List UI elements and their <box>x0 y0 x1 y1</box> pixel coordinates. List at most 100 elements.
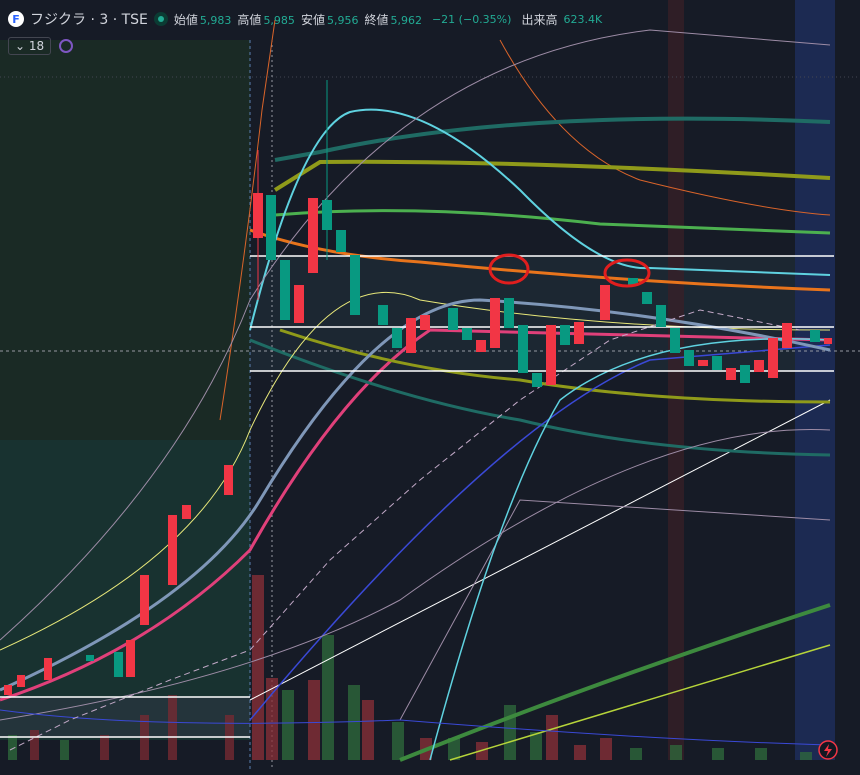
ohlc-value: 5,985 <box>263 13 295 27</box>
volume-bar <box>574 745 586 760</box>
interval-button[interactable]: ⌄ 18 <box>8 37 52 55</box>
indicator-line <box>0 328 831 702</box>
volume-bar <box>755 748 767 760</box>
indicator-line <box>429 338 831 761</box>
indicator-line <box>9 309 801 751</box>
indicator-line <box>219 19 276 421</box>
candle <box>684 350 694 366</box>
toolbar: ⌄ 18 <box>8 37 74 55</box>
candle <box>336 230 346 252</box>
candle <box>490 298 500 348</box>
candle <box>656 305 666 327</box>
candle <box>476 340 486 352</box>
volume-bar <box>100 735 109 760</box>
candle <box>504 298 514 328</box>
volume-bar <box>392 722 404 760</box>
ohlc-value: 5,983 <box>199 13 232 27</box>
indicator-line <box>399 499 831 721</box>
symbol-header: F フジクラ · 3 · TSE 始値 5,983 高値 5,985 安値 5,956 終値… <box>8 8 606 30</box>
candle <box>560 325 570 345</box>
candle <box>114 652 123 677</box>
candle <box>392 328 402 348</box>
annotation-circles <box>488 253 651 288</box>
candle <box>546 325 556 385</box>
volume-bar <box>30 730 39 760</box>
indicator-line <box>249 338 831 457</box>
indicator-line <box>249 344 831 721</box>
candles <box>4 80 832 695</box>
candle <box>140 575 149 625</box>
ohlc-label: 高値 <box>237 12 262 27</box>
volume-bar <box>362 700 374 760</box>
interval: 18 <box>28 39 45 53</box>
candle <box>350 255 360 315</box>
candle <box>532 373 542 387</box>
candle <box>294 285 304 323</box>
ohlc-value: 5,962 <box>390 13 422 27</box>
volume-bar <box>348 685 360 760</box>
support-lines <box>0 255 834 738</box>
candle <box>420 315 430 330</box>
annotation-circle <box>603 258 651 288</box>
candle <box>768 338 778 378</box>
ohlc-value: 5,956 <box>326 13 359 27</box>
candle <box>44 658 52 680</box>
candle <box>253 193 263 238</box>
candle <box>17 675 25 687</box>
indicator-line <box>279 328 831 404</box>
candle <box>600 285 610 320</box>
volume-bar <box>8 735 17 760</box>
indicator-lines <box>0 19 831 762</box>
volume-bar <box>546 715 558 760</box>
background <box>668 0 684 760</box>
candle <box>642 292 652 304</box>
indicator-line <box>273 159 831 192</box>
candle <box>280 260 290 320</box>
volume: 623.4K <box>563 12 603 26</box>
alert-icon <box>818 740 838 760</box>
candle <box>628 278 638 286</box>
volume-bar <box>530 732 542 760</box>
ohlc-label: 始値 <box>173 12 198 27</box>
indicator-line <box>0 428 831 721</box>
volume-bar <box>600 738 612 760</box>
candle <box>4 685 12 695</box>
candle <box>224 465 233 495</box>
indicator-line <box>399 603 831 762</box>
background <box>0 697 250 737</box>
ohlc-label: 終値 <box>364 12 389 27</box>
candle <box>308 198 318 273</box>
candle <box>378 305 388 325</box>
alert-icon <box>824 744 832 757</box>
indicator-line <box>0 709 831 746</box>
indicator-line <box>274 116 831 162</box>
symbol-name[interactable]: フジクラ · 3 · TSE <box>30 12 148 28</box>
volume-bar <box>800 752 812 760</box>
logo: F <box>8 11 24 27</box>
annotation-circle <box>488 253 530 285</box>
candle <box>670 328 680 353</box>
candle <box>406 318 416 353</box>
volume-bar <box>322 635 334 760</box>
market-status[interactable] <box>153 12 168 26</box>
candle <box>574 322 584 344</box>
indicator-line <box>449 644 831 761</box>
candle <box>126 640 135 677</box>
volume-bars <box>8 575 812 760</box>
volume-bar <box>448 738 460 760</box>
candle <box>810 330 820 342</box>
candle <box>726 368 736 380</box>
change: −21 (−0.35%) <box>431 12 512 26</box>
volume-bar <box>282 690 294 760</box>
volume-bar <box>168 695 177 760</box>
candle <box>740 365 750 383</box>
candle <box>698 360 708 366</box>
volume-bar <box>712 748 724 760</box>
background <box>0 440 250 740</box>
sync-icon[interactable] <box>59 39 74 53</box>
candle <box>448 308 458 330</box>
volume-bar <box>308 680 320 760</box>
candle <box>712 356 722 370</box>
indicator-line <box>499 39 831 216</box>
background <box>250 256 830 371</box>
